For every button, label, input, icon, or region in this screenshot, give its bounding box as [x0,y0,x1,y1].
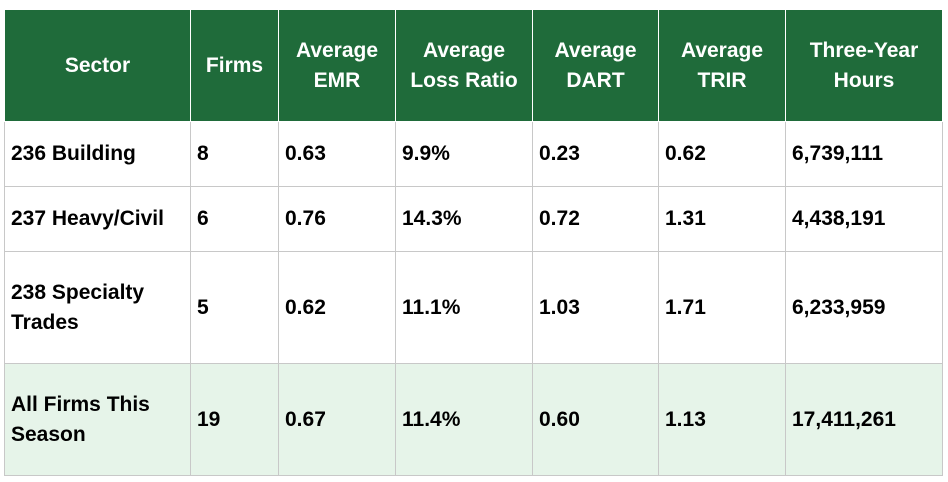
cell-sector: 238 Specialty Trades [4,251,191,364]
header-average-trir: Average TRIR [658,9,786,122]
cell-average-emr: 0.67 [278,363,396,476]
table-row: 237 Heavy/Civil 6 0.76 14.3% 0.72 1.31 4… [4,186,943,252]
cell-average-dart: 0.23 [532,121,659,187]
table-container: Sector Firms Average EMR Average Loss Rati… [4,9,943,476]
cell-sector: 236 Building [4,121,191,187]
cell-firms: 6 [190,186,279,252]
cell-average-loss-ratio: 9.9% [395,121,533,187]
cell-average-loss-ratio: 14.3% [395,186,533,252]
table-row-total: All Firms This Season 19 0.67 11.4% 0.60 … [4,363,943,476]
table-row: 238 Specialty Trades 5 0.62 11.1% 1.03 1.… [4,251,943,364]
header-average-emr: Average EMR [278,9,396,122]
cell-average-trir: 1.71 [658,251,786,364]
cell-three-year-hours: 6,739,111 [785,121,943,187]
cell-average-emr: 0.62 [278,251,396,364]
cell-average-dart: 0.72 [532,186,659,252]
cell-sector: 237 Heavy/Civil [4,186,191,252]
cell-three-year-hours: 4,438,191 [785,186,943,252]
cell-three-year-hours: 6,233,959 [785,251,943,364]
cell-average-loss-ratio: 11.4% [395,363,533,476]
cell-average-dart: 1.03 [532,251,659,364]
header-three-year-hours: Three-Year Hours [785,9,943,122]
header-average-dart: Average DART [532,9,659,122]
cell-firms: 19 [190,363,279,476]
sector-safety-table: Sector Firms Average EMR Average Loss Rati… [4,9,943,476]
cell-three-year-hours: 17,411,261 [785,363,943,476]
cell-firms: 8 [190,121,279,187]
header-average-loss-ratio: Average Loss Ratio [395,9,533,122]
cell-average-loss-ratio: 11.1% [395,251,533,364]
header-sector: Sector [4,9,191,122]
cell-average-trir: 1.31 [658,186,786,252]
header-row: Sector Firms Average EMR Average Loss Rati… [4,9,943,122]
cell-average-emr: 0.76 [278,186,396,252]
cell-average-trir: 0.62 [658,121,786,187]
cell-average-dart: 0.60 [532,363,659,476]
cell-average-emr: 0.63 [278,121,396,187]
cell-firms: 5 [190,251,279,364]
cell-sector: All Firms This Season [4,363,191,476]
cell-average-trir: 1.13 [658,363,786,476]
table-row: 236 Building 8 0.63 9.9% 0.23 0.62 6,739… [4,121,943,187]
header-firms: Firms [190,9,279,122]
